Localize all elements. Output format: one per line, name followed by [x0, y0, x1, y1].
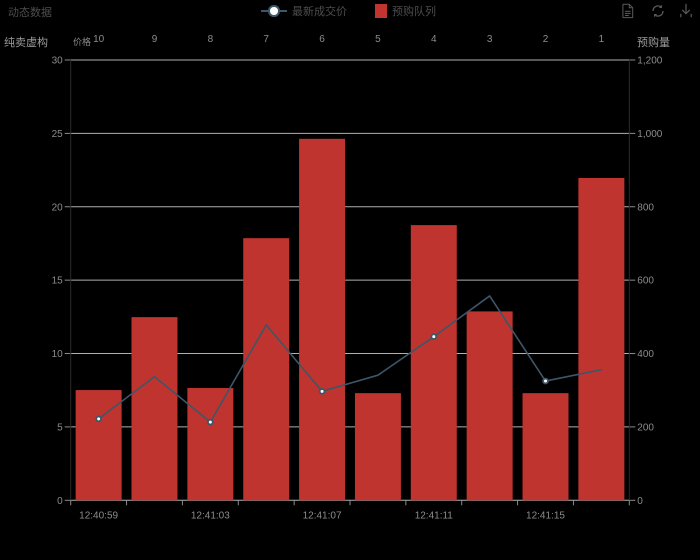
- svg-text:12:41:15: 12:41:15: [526, 510, 565, 521]
- svg-text:30: 30: [52, 56, 64, 67]
- svg-text:10: 10: [52, 349, 64, 360]
- svg-text:1,000: 1,000: [637, 129, 662, 140]
- svg-text:25: 25: [52, 129, 64, 140]
- svg-text:12:41:07: 12:41:07: [303, 510, 342, 521]
- svg-text:12:41:03: 12:41:03: [191, 510, 230, 521]
- svg-text:15: 15: [52, 276, 64, 287]
- svg-text:400: 400: [637, 349, 654, 360]
- svg-text:0: 0: [637, 496, 643, 507]
- svg-text:800: 800: [637, 202, 654, 213]
- svg-text:5: 5: [57, 422, 63, 433]
- svg-text:12:41:11: 12:41:11: [415, 510, 454, 521]
- svg-text:1,200: 1,200: [637, 56, 662, 67]
- svg-text:12:40:59: 12:40:59: [79, 510, 118, 521]
- svg-text:20: 20: [52, 202, 64, 213]
- svg-text:0: 0: [57, 496, 63, 507]
- svg-text:600: 600: [637, 276, 654, 287]
- svg-text:200: 200: [637, 422, 654, 433]
